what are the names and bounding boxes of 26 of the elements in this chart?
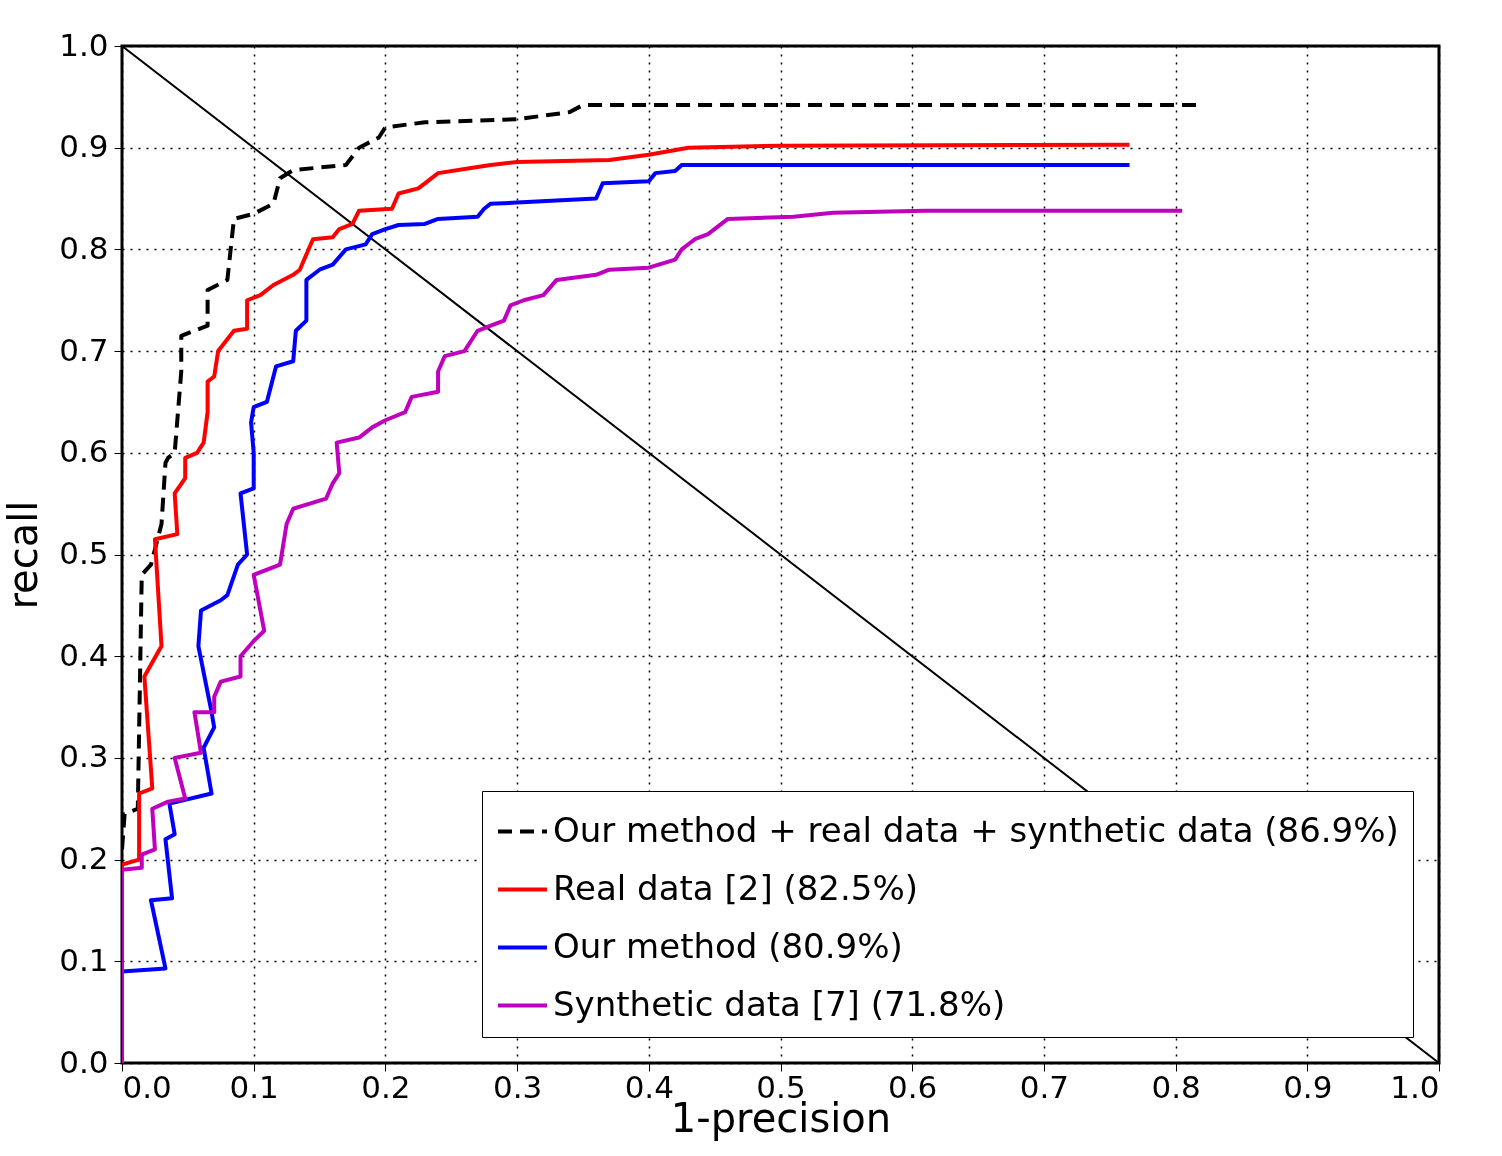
y-tick-label: 0.8 bbox=[59, 229, 109, 266]
y-tick-label: 0.7 bbox=[59, 331, 109, 368]
legend-label: Real data [2] (82.5%) bbox=[553, 867, 919, 908]
x-tick-label: 0.9 bbox=[1283, 1068, 1333, 1105]
legend-label: Synthetic data [7] (71.8%) bbox=[553, 983, 1006, 1024]
y-axis-title: recall bbox=[0, 500, 47, 610]
legend-label: Our method + real data + synthetic data (86.9%) bbox=[553, 809, 1399, 850]
y-tick-label: 1.0 bbox=[59, 26, 109, 63]
x-tick-label: 0.4 bbox=[624, 1068, 674, 1105]
y-tick-label: 0.2 bbox=[59, 840, 109, 877]
x-tick-label: 0.0 bbox=[122, 1068, 172, 1105]
x-tick-label: 0.1 bbox=[229, 1068, 279, 1105]
x-tick-label: 1.0 bbox=[1390, 1068, 1440, 1105]
y-tick-label: 0.5 bbox=[59, 535, 109, 571]
x-tick-label: 0.6 bbox=[888, 1068, 938, 1105]
y-tick-label: 0.6 bbox=[59, 433, 109, 470]
x-tick-label: 0.7 bbox=[1019, 1068, 1070, 1105]
y-tick-label: 0.0 bbox=[59, 1043, 109, 1080]
y-tick-label: 0.1 bbox=[59, 941, 109, 978]
x-tick-label: 0.8 bbox=[1151, 1068, 1201, 1105]
legend-label: Our method (80.9%) bbox=[553, 925, 903, 966]
x-tick-label: 0.2 bbox=[361, 1068, 411, 1105]
y-tick-label: 0.9 bbox=[59, 128, 109, 165]
y-tick-label: 0.3 bbox=[59, 738, 109, 775]
x-tick-label: 0.3 bbox=[492, 1068, 543, 1105]
y-tick-label: 0.4 bbox=[59, 636, 109, 673]
